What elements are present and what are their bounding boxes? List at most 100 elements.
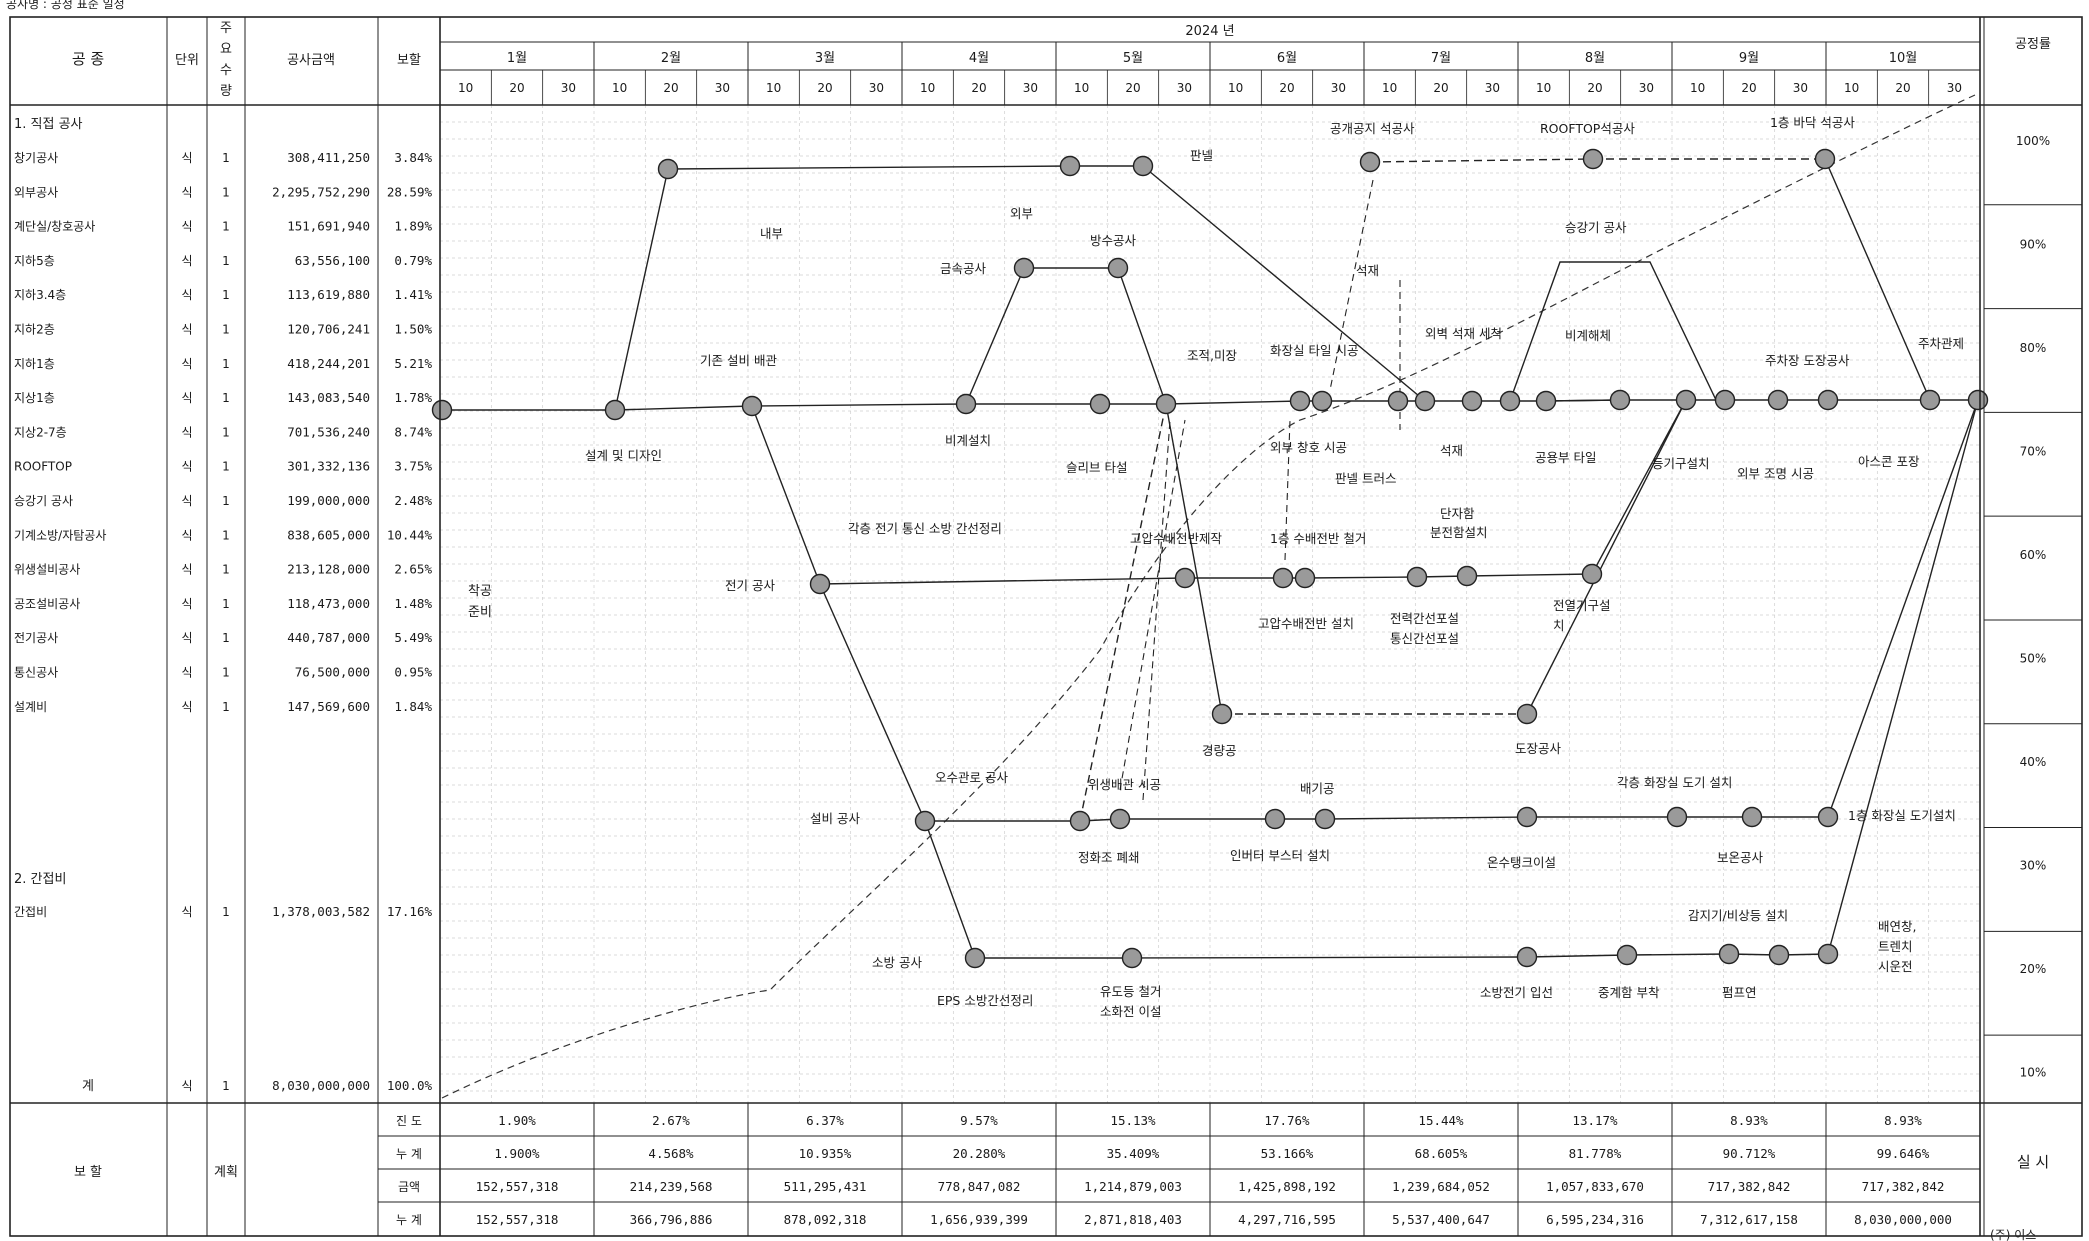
network-label: 통신간선포설 bbox=[1390, 631, 1459, 646]
header-day: 20 bbox=[817, 81, 832, 95]
row-qty: 1 bbox=[222, 460, 230, 474]
network-edge bbox=[965, 267, 1025, 405]
network-node bbox=[1516, 946, 1538, 968]
network-node bbox=[1155, 393, 1177, 415]
header-qty-char: 량 bbox=[220, 84, 232, 99]
row-ratio: 2.65% bbox=[394, 562, 432, 577]
network-label: 1층 바닥 석공사 bbox=[1770, 115, 1855, 130]
network-node bbox=[1817, 389, 1839, 411]
network-node bbox=[1406, 566, 1428, 588]
progress-curve bbox=[441, 94, 1976, 1099]
summary-monthly_pct: 9.57% bbox=[960, 1113, 998, 1128]
summary-monthly_pct: 17.76% bbox=[1264, 1113, 1310, 1128]
header-month: 5월 bbox=[1123, 51, 1143, 66]
network-node bbox=[1714, 389, 1736, 411]
row-ratio: 5.21% bbox=[394, 356, 432, 371]
network-node bbox=[1581, 563, 1603, 585]
network-edge bbox=[1545, 399, 1621, 402]
row-qty: 1 bbox=[222, 631, 230, 645]
row-name: 계단실/창호공사 bbox=[14, 220, 95, 234]
row-ratio: 28.59% bbox=[387, 184, 433, 199]
network-node bbox=[1311, 390, 1333, 412]
progress-tick: 60% bbox=[2020, 548, 2047, 562]
summary-monthly_amt: 1,239,684,052 bbox=[1392, 1179, 1490, 1194]
row-qty: 1 bbox=[222, 220, 230, 234]
network-node bbox=[1516, 703, 1538, 725]
total-amount: 8,030,000,000 bbox=[272, 1078, 370, 1093]
row-name: 지상2-7층 bbox=[14, 425, 67, 439]
network-node bbox=[1666, 806, 1688, 828]
network-edge bbox=[667, 165, 1071, 170]
network-label: 판넬 bbox=[1190, 148, 1213, 163]
network-label: 1층 화장실 도기설치 bbox=[1848, 808, 1956, 823]
network-label: 내부 bbox=[760, 226, 783, 241]
row-unit: 식 bbox=[181, 254, 192, 268]
network-label: 단자함 bbox=[1440, 506, 1475, 521]
network-label: 외부 조명 시공 bbox=[1737, 466, 1814, 481]
network-label: 주차관제 bbox=[1918, 336, 1964, 351]
network-edge bbox=[1165, 403, 1223, 715]
row-amount: 308,411,250 bbox=[287, 150, 370, 165]
header-year: 2024 년 bbox=[1185, 24, 1234, 39]
row-amount: 2,295,752,290 bbox=[272, 184, 370, 199]
row-name: ROOFTOP bbox=[14, 460, 72, 474]
row-name: 간접비 bbox=[14, 905, 47, 919]
summary-monthly_amt: 778,847,082 bbox=[938, 1179, 1021, 1194]
network-edge bbox=[819, 583, 926, 822]
network-label: 승강기 공사 bbox=[1565, 220, 1627, 235]
network-edge bbox=[1824, 158, 1931, 401]
header-day: 10 bbox=[1690, 81, 1705, 95]
network-label: 중계함 부착 bbox=[1598, 985, 1660, 1000]
row-unit: 식 bbox=[181, 494, 192, 508]
row-name: 외부공사 bbox=[14, 185, 58, 199]
network-edge-dashed bbox=[1142, 419, 1171, 801]
row-ratio: 3.75% bbox=[394, 459, 432, 474]
summary-monthly_amt: 152,557,318 bbox=[476, 1179, 559, 1194]
total-ratio: 100.0% bbox=[387, 1078, 433, 1093]
network-edge bbox=[1324, 816, 1528, 820]
network-node bbox=[1264, 808, 1286, 830]
network-label: 전력간선포설 bbox=[1390, 611, 1459, 626]
row-amount: 120,706,241 bbox=[287, 322, 370, 337]
header-month: 7월 bbox=[1431, 51, 1451, 66]
network-node bbox=[1059, 155, 1081, 177]
summary-actual: 실 시 bbox=[2017, 1153, 2049, 1171]
summary-monthly_pct: 8.93% bbox=[1884, 1113, 1922, 1128]
network-label: 배기공 bbox=[1300, 781, 1335, 796]
summary-monthly_amt: 511,295,431 bbox=[784, 1179, 867, 1194]
network-label: 각층 화장실 도기 설치 bbox=[1617, 775, 1732, 790]
row-name: 승강기 공사 bbox=[14, 494, 73, 508]
network-node bbox=[1289, 390, 1311, 412]
network-node bbox=[1817, 806, 1839, 828]
row-amount: 440,787,000 bbox=[287, 630, 370, 645]
network-node bbox=[1767, 389, 1789, 411]
network-edge bbox=[1509, 261, 1717, 402]
summary-monthly_pct: 15.44% bbox=[1418, 1113, 1464, 1128]
summary-plan: 계획 bbox=[214, 1165, 238, 1180]
row-amount: 1,378,003,582 bbox=[272, 904, 370, 919]
summary-monthly_pct: 13.17% bbox=[1572, 1113, 1618, 1128]
header-day: 10 bbox=[1228, 81, 1243, 95]
network-label: 전기 공사 bbox=[725, 578, 775, 593]
row-qty: 1 bbox=[222, 357, 230, 371]
row-unit: 식 bbox=[181, 323, 192, 337]
network-label: 판넬 트러스 bbox=[1335, 471, 1396, 486]
row-name: 기계소방/자탐공사 bbox=[14, 528, 106, 542]
summary-cum_amt: 878,092,318 bbox=[784, 1212, 867, 1227]
network-node bbox=[964, 947, 986, 969]
network-label: 기존 설비 배관 bbox=[700, 353, 777, 368]
row-qty: 1 bbox=[222, 1079, 230, 1093]
row-unit: 식 bbox=[181, 563, 192, 577]
row-qty: 1 bbox=[222, 528, 230, 542]
row-amount: 76,500,000 bbox=[295, 665, 370, 680]
header-day: 20 bbox=[1433, 81, 1448, 95]
network-edge bbox=[1117, 267, 1167, 405]
row-amount: 113,619,880 bbox=[287, 287, 370, 302]
network-node bbox=[741, 395, 763, 417]
row-amount: 199,000,000 bbox=[287, 493, 370, 508]
header-day: 10 bbox=[1074, 81, 1089, 95]
network-node bbox=[657, 158, 679, 180]
network-node bbox=[1609, 389, 1631, 411]
row-qty: 1 bbox=[222, 597, 230, 611]
